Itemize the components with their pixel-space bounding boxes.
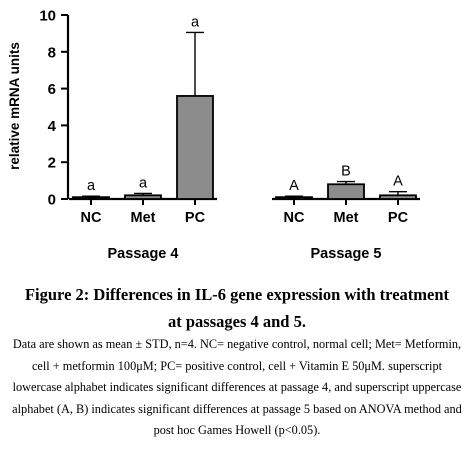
significance-label: A bbox=[289, 178, 299, 194]
figure-note: Data are shown as mean ± STD, n=4. NC= n… bbox=[12, 337, 462, 438]
y-tick-label: 4 bbox=[48, 118, 57, 135]
category-label: PC bbox=[388, 210, 409, 226]
category-label: PC bbox=[185, 210, 206, 226]
labels: 0 2 4 6 8 10 a NC a Met a PC Passage 4 A NC B Met A PC Pass… bbox=[39, 8, 408, 263]
significance-label: B bbox=[341, 164, 351, 180]
y-tick-label: 2 bbox=[48, 155, 56, 172]
y-tick-label: 8 bbox=[48, 44, 56, 61]
bars bbox=[72, 31, 417, 200]
y-tick-label: 0 bbox=[48, 192, 56, 209]
group-label: Passage 4 bbox=[108, 246, 179, 262]
bar bbox=[327, 183, 365, 200]
bar bbox=[72, 196, 110, 200]
category-label: Met bbox=[131, 210, 156, 226]
figure-title-line2: at passages 4 and 5. bbox=[168, 312, 306, 331]
significance-label: a bbox=[139, 175, 148, 191]
category-label: Met bbox=[334, 210, 359, 226]
y-axis-label: relative mRNA units bbox=[7, 42, 22, 170]
figure-title-line1: Figure 2: Differences in IL-6 gene expre… bbox=[24, 285, 450, 304]
category-label: NC bbox=[284, 210, 305, 226]
significance-label: A bbox=[393, 174, 403, 190]
figure-title: Figure 2: Differences in IL-6 gene expre… bbox=[6, 281, 468, 335]
y-tick-label: 10 bbox=[39, 8, 56, 25]
bar-chart: relative mRNA units 0 2 4 6 8 10 a NC a Met a PC Pas… bbox=[7, 8, 420, 263]
bar bbox=[379, 194, 417, 200]
category-label: NC bbox=[81, 210, 102, 226]
bar bbox=[275, 196, 313, 200]
bar bbox=[176, 95, 214, 200]
y-tick-label: 6 bbox=[48, 81, 56, 98]
axes bbox=[61, 14, 420, 205]
group-label: Passage 5 bbox=[311, 246, 382, 262]
significance-label: a bbox=[87, 178, 96, 194]
significance-label: a bbox=[191, 14, 200, 30]
bar bbox=[124, 194, 162, 200]
